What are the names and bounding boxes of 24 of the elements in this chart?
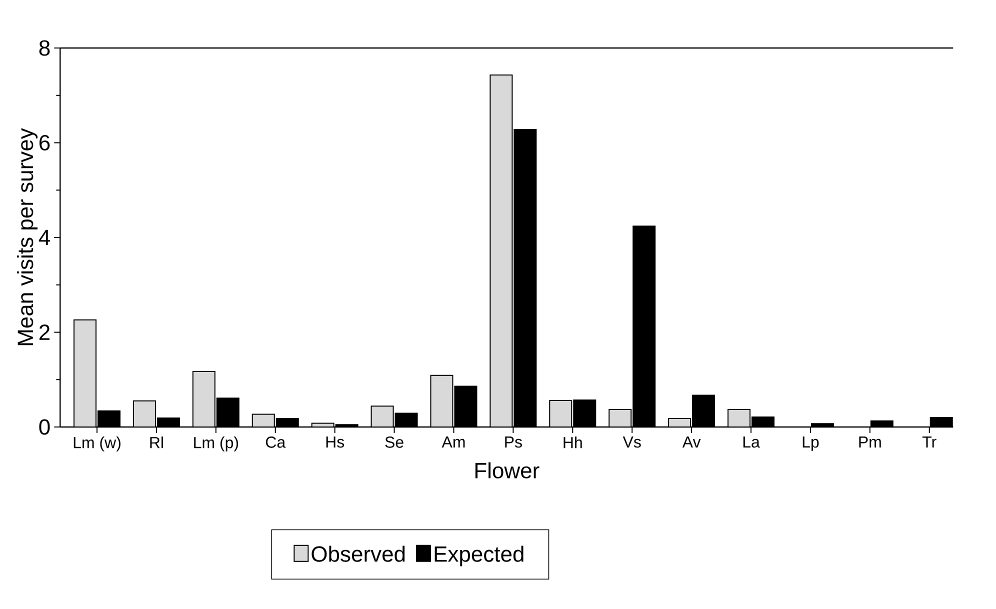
- x-tick-label: Am: [442, 436, 465, 448]
- x-tick-label: Lm (w): [74, 436, 120, 452]
- legend-label: Observed: [312, 546, 405, 562]
- x-tick-label: Lm (p): [194, 436, 238, 452]
- x-tick-label: La: [743, 436, 760, 448]
- y-tick-label: 8: [39, 40, 50, 56]
- y-tick-label: 0: [39, 419, 50, 435]
- x-tick-label: Rl: [150, 436, 163, 448]
- x-tick-label: Hs: [326, 436, 344, 448]
- x-tick-label: Tr: [922, 436, 936, 448]
- y-axis-title: Mean visits per survey: [17, 128, 38, 346]
- y-tick-label: 6: [40, 134, 50, 151]
- x-axis-title: Flower: [475, 462, 540, 478]
- x-tick-label: Hh: [564, 436, 582, 448]
- x-tick-label: Av: [682, 436, 701, 448]
- x-tick-label: Vs: [622, 436, 641, 448]
- y-tick-label: 4: [38, 230, 50, 246]
- x-tick-label: Lp: [802, 436, 819, 451]
- x-tick-label: Se: [385, 436, 404, 448]
- x-tick-label: Pm: [859, 436, 881, 448]
- legend-label: Expected: [434, 546, 524, 566]
- x-tick-label: Ca: [266, 436, 286, 448]
- y-tick-label: 2: [40, 324, 50, 340]
- x-tick-label: Ps: [505, 436, 522, 448]
